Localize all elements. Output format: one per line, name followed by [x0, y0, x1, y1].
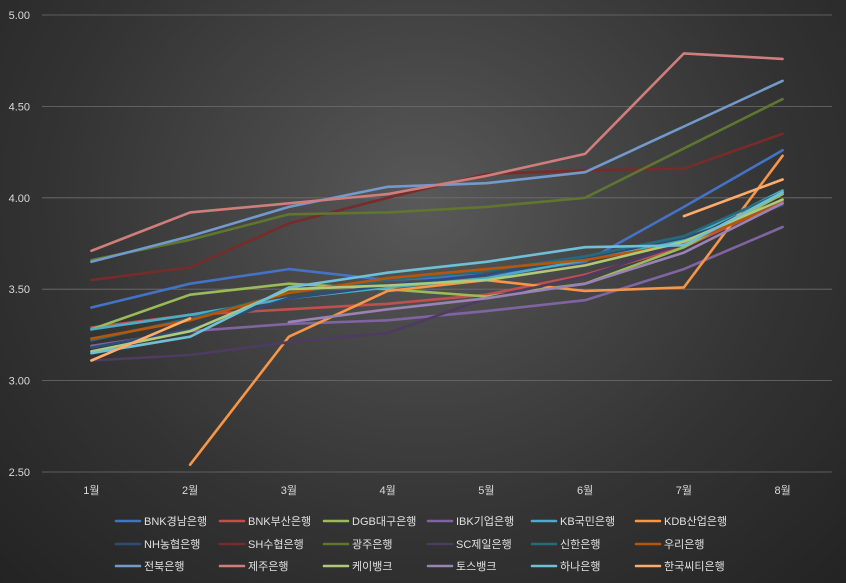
legend-label: NH농협은행 — [144, 538, 200, 551]
series-line — [90, 79, 784, 264]
legend-item: 케이뱅크 — [322, 560, 392, 573]
series-line — [90, 132, 784, 282]
legend-item: 전북은행 — [114, 560, 184, 573]
series-line — [90, 191, 784, 355]
legend-item: BNK경남은행 — [114, 515, 207, 528]
series-group — [90, 149, 784, 309]
series-line — [90, 52, 784, 253]
legend-item: 우리은행 — [634, 538, 704, 551]
legend-item: KDB산업은행 — [634, 515, 727, 528]
legend-label: 신한은행 — [560, 538, 600, 551]
series-group — [90, 97, 784, 262]
legend-label: IBK기업은행 — [456, 515, 514, 528]
series-group — [90, 191, 784, 342]
series-line — [90, 192, 784, 331]
legend-label: 토스뱅크 — [456, 560, 496, 573]
series-line — [90, 97, 784, 262]
x-tick-label: 7월 — [676, 484, 692, 497]
series-group — [90, 79, 784, 264]
legend-item: 신한은행 — [530, 538, 600, 551]
legend-label: BNK부산은행 — [248, 515, 311, 528]
series-line — [90, 149, 784, 309]
series-group — [90, 198, 784, 362]
legend-item: SC제일은행 — [426, 537, 512, 551]
series-line — [90, 198, 784, 362]
legend-item: 제주은행 — [218, 560, 288, 573]
legend-label: SH수협은행 — [248, 538, 304, 551]
legend-label: BNK경남은행 — [144, 515, 207, 528]
legend-label: 우리은행 — [664, 538, 704, 551]
series-line — [90, 317, 192, 362]
x-tick-label: 6월 — [577, 484, 593, 497]
legend-item: IBK기업은행 — [426, 515, 514, 528]
legend-label: SC제일은행 — [456, 537, 512, 551]
legend-item: KB국민은행 — [530, 515, 615, 528]
series-group — [90, 178, 784, 362]
series-line — [682, 178, 784, 218]
series-line — [90, 191, 784, 342]
series-line — [287, 202, 784, 324]
x-tick-label: 5월 — [478, 484, 494, 497]
x-axis: 1월 2월 3월 4월 5월 6월 7월 8월 — [83, 484, 791, 497]
y-tick-label: 5.00 — [9, 10, 30, 22]
y-axis: 2.50 3.00 3.50 4.00 4.50 5.00 — [9, 10, 30, 479]
legend-label: KB국민은행 — [560, 515, 615, 528]
y-tick-label: 3.50 — [9, 284, 30, 296]
gridlines — [42, 14, 832, 473]
legend-label: 광주은행 — [352, 538, 392, 551]
x-tick-label: 2월 — [182, 484, 198, 497]
series-group — [90, 52, 784, 253]
legend-item: DGB대구은행 — [322, 515, 416, 528]
legend-label: KDB산업은행 — [664, 515, 727, 528]
y-tick-label: 2.50 — [9, 467, 30, 479]
series-group — [90, 191, 784, 355]
legend-label: 케이뱅크 — [352, 560, 392, 573]
legend-label: 한국씨티은행 — [664, 560, 725, 573]
series-group — [90, 192, 784, 331]
legend-label: 제주은행 — [248, 560, 288, 573]
series-lines — [90, 52, 784, 467]
x-tick-label: 3월 — [281, 484, 297, 497]
legend-item: BNK부산은행 — [218, 515, 311, 528]
series-group — [287, 202, 784, 324]
y-tick-label: 4.50 — [9, 101, 30, 113]
legend-label: DGB대구은행 — [352, 515, 416, 528]
x-tick-label: 1월 — [83, 484, 99, 497]
legend: BNK경남은행 BNK부산은행 DGB대구은행 IBK기업은행 KB국민은행 KDB산업은… — [114, 515, 727, 573]
legend-item: 하나은행 — [530, 559, 600, 573]
legend-item: 토스뱅크 — [426, 560, 496, 573]
legend-item: 한국씨티은행 — [634, 560, 725, 573]
legend-item: 광주은행 — [322, 538, 392, 551]
y-tick-label: 3.00 — [9, 376, 30, 388]
legend-label: 하나은행 — [560, 559, 600, 573]
legend-item: SH수협은행 — [218, 538, 304, 551]
legend-item: NH농협은행 — [114, 538, 200, 551]
series-group — [90, 132, 784, 282]
x-tick-label: 4월 — [380, 484, 396, 497]
x-tick-label: 8월 — [775, 484, 791, 497]
y-tick-label: 4.00 — [9, 193, 30, 205]
legend-label: 전북은행 — [144, 560, 184, 573]
